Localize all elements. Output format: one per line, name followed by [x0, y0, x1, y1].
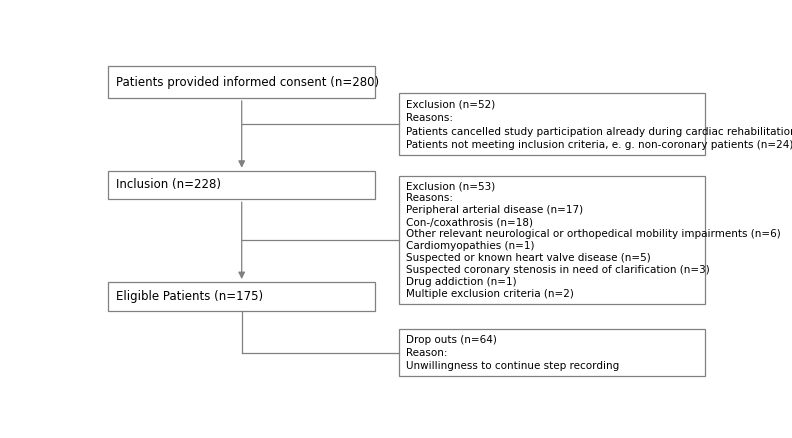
Bar: [109, 282, 375, 311]
Text: Inclusion (n=228): Inclusion (n=228): [116, 178, 221, 191]
Text: Eligible Patients (n=175): Eligible Patients (n=175): [116, 290, 263, 303]
Text: Reason:: Reason:: [406, 348, 447, 358]
Text: Patients provided informed consent (n=280): Patients provided informed consent (n=28…: [116, 76, 379, 88]
Bar: [398, 93, 706, 155]
Text: Exclusion (n=53): Exclusion (n=53): [406, 181, 495, 191]
Text: Reasons:: Reasons:: [406, 113, 453, 123]
Text: Multiple exclusion criteria (n=2): Multiple exclusion criteria (n=2): [406, 290, 573, 300]
Text: Other relevant neurological or orthopedical mobility impairments (n=6): Other relevant neurological or orthopedi…: [406, 229, 781, 239]
Text: Peripheral arterial disease (n=17): Peripheral arterial disease (n=17): [406, 205, 583, 215]
Bar: [109, 66, 375, 98]
Bar: [109, 171, 375, 199]
Text: Drug addiction (n=1): Drug addiction (n=1): [406, 277, 516, 287]
Text: Patients not meeting inclusion criteria, e. g. non-coronary patients (n=24): Patients not meeting inclusion criteria,…: [406, 140, 792, 150]
Text: Patients cancelled study participation already during cardiac rehabilitation (n=: Patients cancelled study participation a…: [406, 127, 792, 137]
Text: Suspected or known heart valve disease (n=5): Suspected or known heart valve disease (…: [406, 253, 651, 263]
Text: Con-/coxathrosis (n=18): Con-/coxathrosis (n=18): [406, 217, 533, 227]
Bar: [398, 329, 706, 376]
Text: Suspected coronary stenosis in need of clarification (n=3): Suspected coronary stenosis in need of c…: [406, 265, 710, 276]
Text: Cardiomyopathies (n=1): Cardiomyopathies (n=1): [406, 241, 535, 251]
Text: Reasons:: Reasons:: [406, 193, 453, 203]
Bar: [398, 176, 706, 304]
Text: Unwillingness to continue step recording: Unwillingness to continue step recording: [406, 361, 619, 371]
Text: Drop outs (n=64): Drop outs (n=64): [406, 335, 497, 345]
Text: Exclusion (n=52): Exclusion (n=52): [406, 99, 495, 109]
